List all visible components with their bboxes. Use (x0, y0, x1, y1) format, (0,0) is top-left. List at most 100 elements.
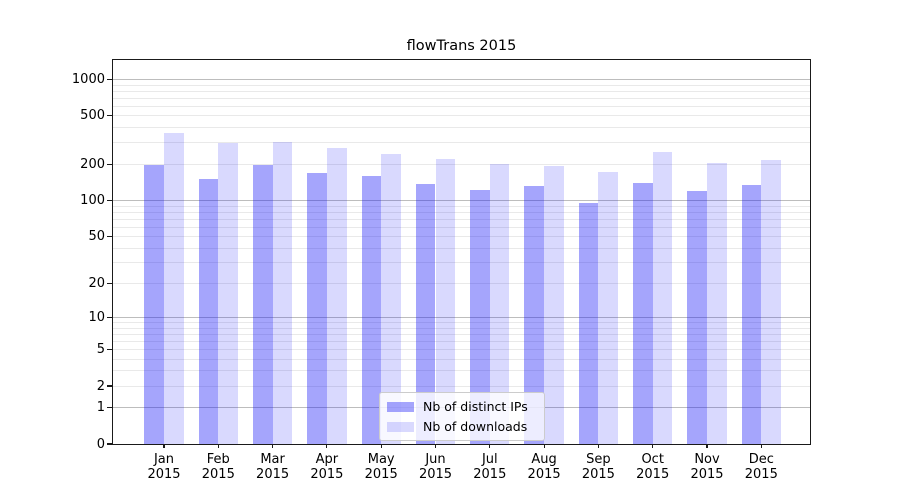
gridline-minor (113, 262, 810, 264)
bar-sep-downloads (598, 171, 619, 444)
bar-oct-ips (633, 182, 653, 444)
bar-may-downloads (381, 153, 401, 444)
gridline-minor (113, 348, 810, 350)
gridline-minor (113, 115, 810, 117)
y-tick-mark (107, 282, 112, 284)
gridline-minor (113, 211, 810, 213)
x-tick-mark (543, 444, 545, 448)
y-tick-label: 1000 (71, 71, 105, 87)
gridline-major (113, 199, 810, 201)
y-tick-label: 1 (96, 399, 105, 415)
x-tick-mark (163, 444, 165, 448)
x-tick-mark (217, 444, 219, 448)
bar-jun-downloads (435, 159, 456, 444)
y-tick-label: 10 (88, 310, 105, 325)
x-tick-label-jul: Jul 2015 (473, 452, 507, 482)
gridline-minor (113, 385, 810, 387)
y-tick-mark (107, 316, 112, 319)
x-tick-mark (760, 444, 762, 448)
x-tick-label-oct: Oct 2015 (636, 452, 670, 482)
x-tick-label-aug: Aug 2015 (527, 452, 561, 482)
gridline-minor (113, 322, 810, 323)
x-tick-label-dec: Dec 2015 (744, 452, 778, 482)
x-tick-label-may: May 2015 (364, 452, 398, 482)
y-tick-mark (107, 443, 112, 445)
y-tick-label: 2 (96, 378, 105, 394)
y-tick-mark (107, 78, 112, 80)
bar-may-ips (361, 175, 382, 444)
bar-nov-ips (687, 190, 707, 444)
bar-aug-downloads (544, 166, 564, 444)
bar-jan-ips (144, 165, 164, 444)
x-tick-mark (652, 444, 654, 448)
legend-label-distinct-ips: Nb of distinct IPs (423, 399, 528, 414)
gridline-major (113, 317, 810, 318)
y-tick-mark (107, 385, 112, 387)
chart-title: flowTrans 2015 (406, 38, 517, 54)
x-tick-label-feb: Feb 2015 (201, 452, 235, 482)
gridline-minor (113, 282, 810, 284)
bar-jul-downloads (489, 164, 510, 444)
y-tick-mark (107, 163, 112, 165)
y-tick-mark (107, 406, 112, 408)
bar-oct-downloads (652, 151, 673, 444)
y-tick-label: 100 (80, 192, 105, 208)
bar-nov-downloads (707, 162, 727, 444)
y-tick-label: 50 (88, 229, 105, 244)
legend-swatch-distinct-ips (387, 401, 414, 412)
x-tick-mark (326, 444, 328, 448)
gridline-major (113, 78, 810, 80)
gridline-minor (113, 205, 810, 207)
bar-sep-ips (578, 202, 599, 444)
x-tick-mark (706, 444, 708, 448)
y-tick-label: 5 (96, 341, 105, 357)
legend: Nb of distinct IPs Nb of downloads (379, 392, 545, 441)
y-tick-mark (107, 115, 112, 117)
bar-jan-downloads (164, 132, 184, 444)
gridline-minor (113, 218, 810, 220)
y-tick-label: 20 (88, 275, 105, 291)
gridline-minor (113, 333, 810, 335)
x-tick-mark (434, 444, 437, 448)
gridline-minor (113, 163, 810, 165)
x-tick-mark (272, 444, 274, 448)
gridline-minor (113, 84, 810, 86)
legend-label-downloads: Nb of downloads (423, 419, 528, 434)
bar-feb-ips (198, 178, 219, 444)
legend-swatch-downloads (387, 421, 414, 432)
x-tick-label-apr: Apr 2015 (310, 452, 344, 482)
gridline-minor (113, 105, 810, 107)
bar-feb-downloads (218, 143, 238, 444)
bar-apr-ips (307, 173, 327, 444)
x-tick-label-jan: Jan 2015 (147, 452, 181, 482)
y-tick-label: 200 (80, 156, 105, 172)
bar-apr-downloads (326, 148, 347, 444)
gridline-minor (113, 90, 810, 92)
plot-area (112, 59, 811, 445)
x-tick-label-nov: Nov 2015 (690, 452, 724, 482)
bar-dec-ips (741, 184, 762, 444)
bar-aug-ips (524, 185, 545, 444)
gridline-minor (113, 127, 810, 129)
legend-item-distinct-ips: Nb of distinct IPs (387, 399, 535, 414)
bar-mar-ips (252, 165, 273, 444)
y-tick-label: 0 (96, 436, 105, 452)
bar-mar-downloads (272, 142, 293, 444)
bar-jul-ips (470, 190, 490, 444)
gridline-minor (113, 370, 810, 372)
gridline-minor (113, 97, 810, 99)
bar-dec-downloads (761, 159, 781, 444)
y-tick-label: 500 (80, 108, 105, 124)
gridline-minor (113, 142, 810, 144)
x-tick-mark (489, 444, 491, 448)
x-tick-mark (380, 444, 382, 448)
x-tick-mark (597, 444, 599, 448)
x-tick-label-sep: Sep 2015 (581, 452, 615, 482)
bar-jun-ips (415, 184, 436, 444)
gridline-minor (113, 247, 810, 249)
y-tick-mark (107, 199, 112, 201)
gridline-minor (113, 236, 810, 237)
y-tick-mark (107, 235, 112, 238)
gridline-minor (113, 226, 810, 228)
